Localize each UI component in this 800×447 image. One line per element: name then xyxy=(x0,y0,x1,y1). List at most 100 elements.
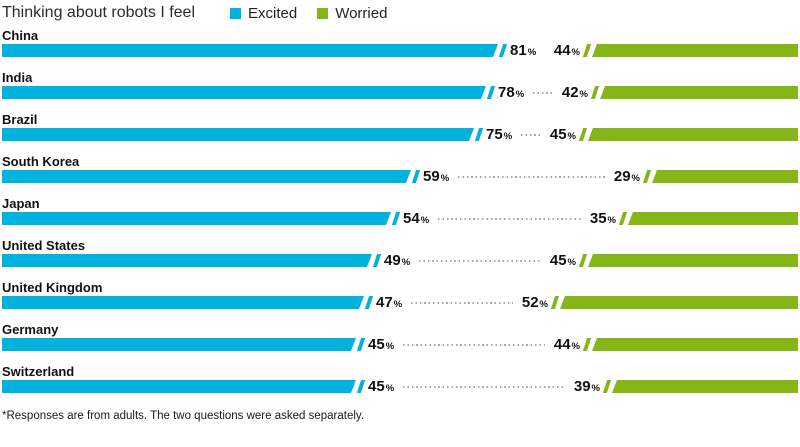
worried-bar-slash-icon xyxy=(578,128,588,141)
excited-bar-slash-icon xyxy=(498,44,508,57)
worried-value-number: 45 xyxy=(549,252,567,269)
excited-value: 45% xyxy=(368,337,394,352)
worried-value-number: 29 xyxy=(613,168,631,185)
bar-row: 54% 35% xyxy=(2,211,798,226)
worried-bar xyxy=(652,170,798,183)
excited-bar xyxy=(2,128,474,141)
bar-row: 59% 29% xyxy=(2,169,798,184)
worried-value-number: 52 xyxy=(521,294,539,311)
bar-row: 49% 45% xyxy=(2,253,798,268)
chart-row: Japan 54% 35% xyxy=(0,194,800,236)
worried-value-unit: % xyxy=(579,89,588,100)
worried-bar-slash-icon xyxy=(582,338,592,351)
legend-item-excited: Excited xyxy=(230,5,297,22)
worried-value-number: 44 xyxy=(553,336,571,353)
legend: Excited Worried xyxy=(230,5,387,22)
country-label: India xyxy=(2,70,33,85)
worried-value-unit: % xyxy=(591,383,600,394)
worried-value-unit: % xyxy=(539,299,548,310)
worried-bar xyxy=(628,212,798,225)
worried-bar xyxy=(588,254,798,267)
excited-value: 47% xyxy=(376,295,402,310)
bar-row: 45% 44% xyxy=(2,337,798,352)
leader-dots xyxy=(419,260,541,262)
excited-bar xyxy=(2,86,486,99)
worried-value: 45% xyxy=(536,127,576,142)
worried-value: 52% xyxy=(508,295,548,310)
worried-value: 42% xyxy=(548,85,588,100)
worried-bar-slash-icon xyxy=(582,44,592,57)
excited-swatch-icon xyxy=(230,8,241,19)
country-label: United States xyxy=(2,238,86,253)
leader-dots xyxy=(438,218,581,220)
excited-value: 54% xyxy=(403,211,429,226)
legend-item-worried: Worried xyxy=(317,5,387,22)
country-label: Switzerland xyxy=(2,364,75,379)
worried-bar-slash-icon xyxy=(590,86,600,99)
excited-value-unit: % xyxy=(515,89,525,100)
excited-value: 45% xyxy=(368,379,394,394)
worried-bar xyxy=(560,296,798,309)
worried-bar-slash-icon xyxy=(550,296,560,309)
leader-dots xyxy=(403,386,565,388)
chart-footnote: *Responses are from adults. The two ques… xyxy=(2,410,365,422)
worried-value-unit: % xyxy=(567,131,576,142)
chart-row: Switzerland 45% 39% xyxy=(0,362,800,404)
excited-value: 78% xyxy=(498,85,524,100)
excited-value-number: 45 xyxy=(368,336,385,353)
excited-value-number: 45 xyxy=(368,378,385,395)
worried-value-unit: % xyxy=(571,341,580,352)
worried-swatch-icon xyxy=(317,8,329,19)
chart-row: China 81% 44% xyxy=(0,26,800,68)
excited-value-unit: % xyxy=(393,299,403,310)
country-label: South Korea xyxy=(2,154,80,169)
country-label: Germany xyxy=(2,322,59,337)
worried-value-number: 42 xyxy=(561,84,579,101)
excited-value-number: 59 xyxy=(423,168,440,185)
excited-value-unit: % xyxy=(527,47,537,58)
worried-bar-slash-icon xyxy=(618,212,628,225)
excited-bar-slash-icon xyxy=(411,170,421,183)
bar-row: 81% 44% xyxy=(2,42,798,59)
bar-row: 45% 39% xyxy=(2,379,798,394)
worried-bar xyxy=(592,338,798,351)
legend-label-excited: Excited xyxy=(248,5,298,22)
worried-value: 35% xyxy=(576,211,616,226)
excited-bar xyxy=(2,296,364,309)
worried-bar-slash-icon xyxy=(642,170,652,183)
excited-value: 59% xyxy=(423,169,449,184)
excited-bar-slash-icon xyxy=(364,296,374,309)
leader-dots xyxy=(411,302,513,304)
excited-value-unit: % xyxy=(385,383,395,394)
excited-bar-slash-icon xyxy=(474,128,484,141)
worried-value: 39% xyxy=(560,379,600,394)
excited-bar-slash-icon xyxy=(356,380,366,393)
country-label: Japan xyxy=(2,196,40,211)
chart-row: South Korea 59% 29% xyxy=(0,152,800,194)
country-label: China xyxy=(2,28,39,43)
excited-bar-slash-icon xyxy=(391,212,401,225)
worried-value-unit: % xyxy=(571,47,580,58)
country-label: Brazil xyxy=(2,112,38,127)
worried-bar xyxy=(592,44,798,57)
excited-value-unit: % xyxy=(440,173,450,184)
worried-value-unit: % xyxy=(607,215,616,226)
excited-value-number: 81 xyxy=(510,42,527,59)
chart-header: Thinking about robots I feel Excited Wor… xyxy=(2,3,798,27)
worried-value: 44% xyxy=(540,43,580,58)
worried-bar xyxy=(600,86,798,99)
worried-bar-slash-icon xyxy=(602,380,612,393)
worried-value: 29% xyxy=(600,169,640,184)
excited-bar-slash-icon xyxy=(356,338,366,351)
worried-bar-slash-icon xyxy=(578,254,588,267)
bar-row: 75% 45% xyxy=(2,127,798,142)
excited-bar xyxy=(2,170,411,183)
leader-dots xyxy=(533,92,553,94)
worried-value: 45% xyxy=(536,253,576,268)
excited-value: 49% xyxy=(384,253,410,268)
worried-value: 44% xyxy=(540,337,580,352)
excited-value-unit: % xyxy=(385,341,395,352)
excited-value-unit: % xyxy=(503,131,513,142)
excited-bar-slash-icon xyxy=(372,254,382,267)
